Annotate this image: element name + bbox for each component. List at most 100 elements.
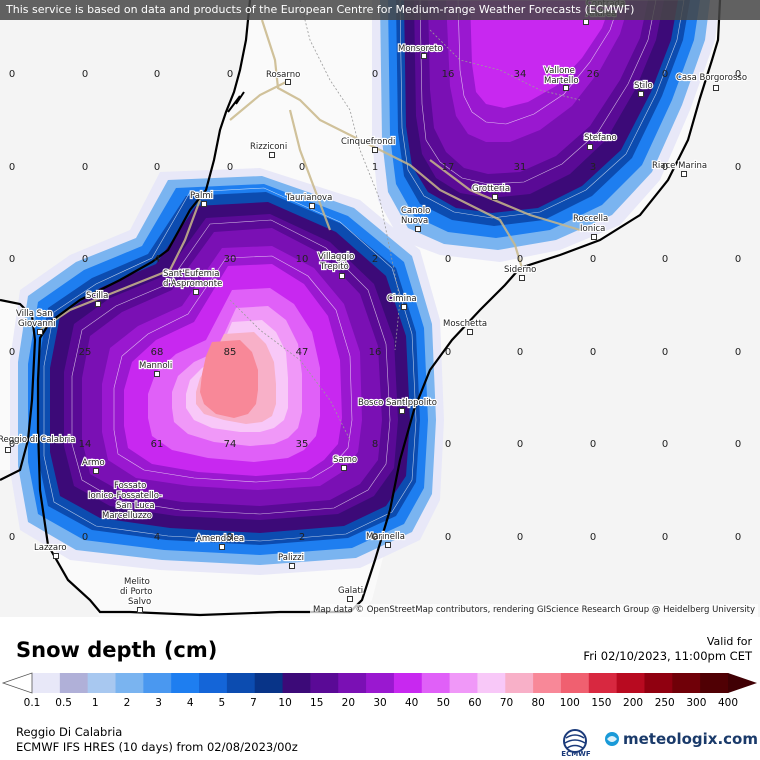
city-label: Monsoreto — [398, 44, 443, 54]
colorbar-cell — [505, 673, 534, 693]
grid-value: 0 — [517, 254, 523, 265]
coastline — [0, 0, 722, 617]
city-label: Rizziconi — [250, 142, 287, 152]
city-marker — [93, 468, 99, 474]
grid-value: 47 — [296, 347, 309, 358]
city-marker — [269, 152, 275, 158]
city-label: Lazzaro — [34, 543, 67, 553]
parameter-title: Snow depth (cm) — [16, 638, 218, 662]
grid-value: 0 — [82, 69, 88, 80]
city-label: Vallone — [544, 66, 575, 76]
city-label: Palizzi — [278, 553, 304, 563]
city-marker — [401, 304, 407, 310]
grid-value: 0 — [9, 532, 15, 543]
city-label: Bosco Santlppolito — [358, 398, 437, 408]
colorbar-cell — [393, 673, 423, 693]
map-attribution: Map data © OpenStreetMap contributors, r… — [310, 604, 758, 617]
city-marker — [519, 275, 525, 281]
colorbar-cell — [449, 673, 478, 693]
city-label: Taurianova — [285, 193, 332, 203]
colorbar-cell — [226, 673, 256, 693]
city-label: Ionico-Fossatello- — [88, 491, 162, 501]
city-label: Marinella — [366, 532, 405, 542]
meteologix-logo[interactable]: meteologix.com — [604, 730, 758, 748]
region-name: Reggio Di Calabria — [16, 725, 123, 739]
roads — [39, 19, 581, 331]
colorbar-cell — [616, 673, 645, 693]
model-run: ECMWF IFS HRES (10 days) from 02/08/2023… — [16, 740, 298, 754]
city-marker — [563, 85, 569, 91]
grid-value: 17 — [442, 162, 455, 173]
borders — [229, 0, 581, 441]
city-label: Mannoli — [139, 361, 172, 371]
city-label: Rosarno — [266, 70, 300, 80]
colorbar-tick-label: 0.5 — [55, 697, 72, 709]
city-marker — [638, 91, 644, 97]
colorbar-tick-label: 200 — [623, 697, 644, 709]
city-label: Melito — [124, 577, 150, 587]
city-label: Fossato — [114, 481, 146, 491]
city-label: Scilla — [86, 291, 108, 301]
colorbar-cell — [644, 673, 673, 693]
city-label: San Luca — [116, 501, 155, 511]
city-marker — [219, 544, 225, 550]
grid-value: 25 — [79, 347, 92, 358]
city-label: d'Aspromonte — [163, 279, 222, 289]
city-marker — [201, 201, 207, 207]
city-label: Galati — [338, 586, 363, 596]
city-label: Villaggio — [318, 252, 354, 262]
city-label: Martello — [544, 76, 579, 86]
grid-value: 0 — [590, 532, 596, 543]
ecmwf-logo-text: ECMWF — [561, 750, 591, 758]
grid-value: 0 — [372, 532, 378, 543]
grid-value: 8 — [372, 439, 378, 450]
legend-panel: Snow depth (cm) Valid for Fri 02/10/2023… — [0, 617, 760, 760]
colorbar-labels: 0.1 0.5 1 2 3 4 5 7 10 15 20 30 40 50 60 70 80 100 150 200 2… — [0, 697, 760, 711]
city-marker — [341, 465, 347, 471]
grid-value: 1 — [372, 162, 378, 173]
meteologix-text: meteologix.com — [623, 730, 758, 748]
grid-value: 0 — [662, 347, 668, 358]
strait-marker — [227, 91, 245, 113]
grid-value: 0 — [735, 439, 741, 450]
city-marker — [492, 194, 498, 200]
grid-value: 0 — [299, 162, 305, 173]
city-marker — [309, 203, 315, 209]
city-marker — [347, 596, 353, 602]
colorbar-cell — [171, 673, 200, 693]
city-marker — [681, 171, 687, 177]
city-marker — [372, 147, 378, 153]
colorbar — [1, 672, 757, 694]
grid-value: 74 — [224, 439, 237, 450]
city-label: Canolo — [401, 206, 430, 216]
grid-value: 35 — [296, 439, 309, 450]
colorbar-tick-label: 5 — [218, 697, 226, 709]
snow-field-south — [10, 168, 444, 575]
colorbar-tick-label: 100 — [559, 697, 580, 709]
colorbar-tick-label: 50 — [436, 697, 450, 709]
colorbar-tick-label: 250 — [654, 697, 675, 709]
city-marker — [129, 511, 135, 517]
grid-value: 0 — [445, 532, 451, 543]
city-marker — [583, 19, 589, 25]
grid-value: 30 — [224, 254, 237, 265]
map-area[interactable]: ContradaAndreaMonsoretoRosarnoValloneMar… — [0, 0, 760, 617]
colorbar-cell — [477, 673, 506, 693]
city-label: Cimina — [387, 294, 417, 304]
map-canvas: ContradaAndreaMonsoretoRosarnoValloneMar… — [0, 0, 749, 617]
colorbar-tick-label: 0.1 — [23, 697, 41, 709]
city-marker — [37, 329, 43, 335]
grid-value: 0 — [445, 347, 451, 358]
grid-value: 34 — [514, 69, 527, 80]
grid-value: 0 — [9, 162, 15, 173]
city-label: Nuova — [401, 216, 428, 226]
valid-for-label: Valid for — [706, 635, 752, 648]
ecmwf-notice-banner: This service is based on data and produc… — [0, 0, 760, 20]
grid-value: 31 — [514, 162, 527, 173]
colorbar-cell — [143, 673, 172, 693]
city-label: Riace Marina — [652, 161, 707, 171]
grid-value: 26 — [587, 69, 600, 80]
city-label: Stefano — [584, 133, 617, 143]
grid-value: 0 — [154, 69, 160, 80]
grid-value: 0 — [82, 254, 88, 265]
